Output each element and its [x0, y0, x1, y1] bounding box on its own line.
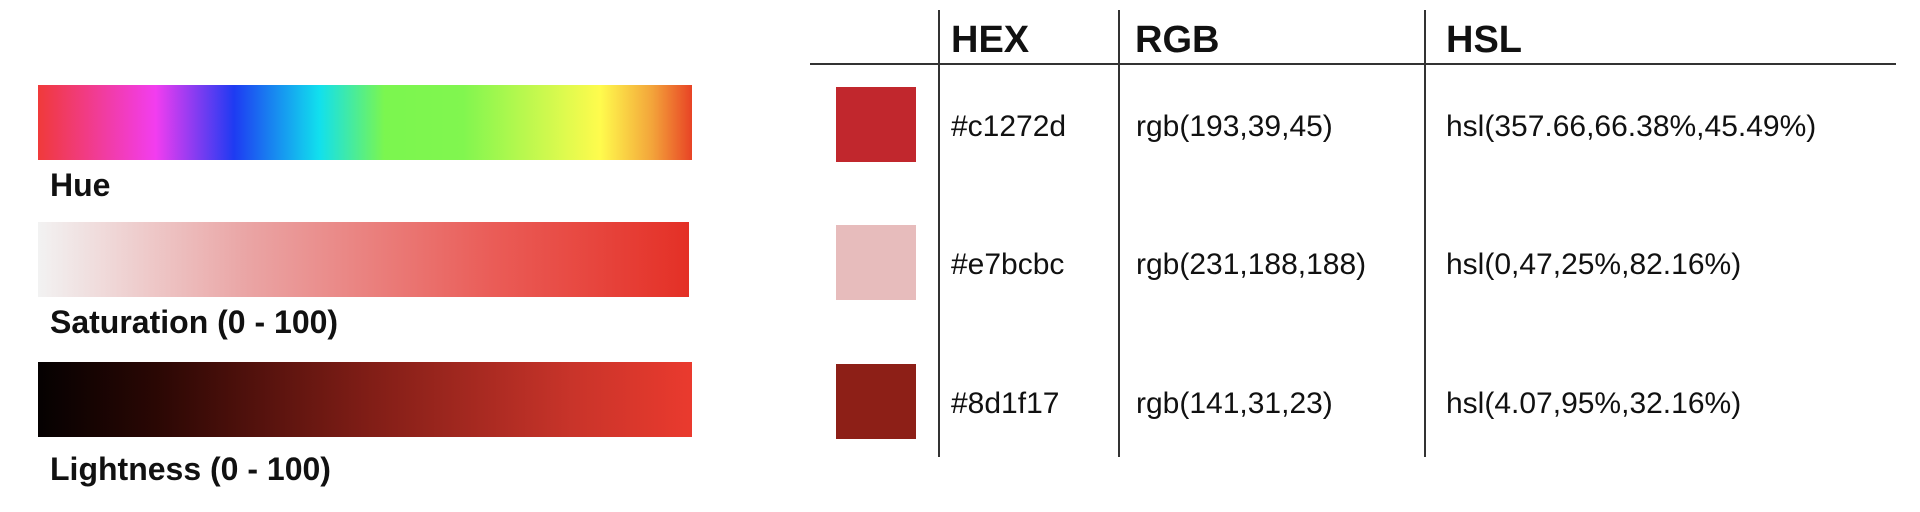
- hsl-value: hsl(357.66,66.38%,45.49%): [1446, 110, 1817, 143]
- rgb-value: rgb(231,188,188): [1136, 248, 1367, 281]
- hex-value: #e7bcbc: [951, 248, 1065, 281]
- hsl-value: hsl(4.07,95%,32.16%): [1446, 387, 1742, 420]
- color-swatch: [836, 364, 916, 439]
- color-swatch: [836, 225, 916, 300]
- hex-value: #c1272d: [951, 110, 1067, 143]
- table-header-divider: [810, 63, 1896, 65]
- hue-gradient-bar[interactable]: [38, 85, 692, 160]
- header-hsl: HSL: [1446, 19, 1522, 61]
- lightness-label: Lightness (0 - 100): [50, 451, 331, 487]
- saturation-label: Saturation (0 - 100): [50, 304, 339, 340]
- rgb-value: rgb(193,39,45): [1136, 110, 1333, 143]
- header-rgb: RGB: [1135, 19, 1220, 61]
- color-swatch: [836, 87, 916, 162]
- table-divider: [1424, 10, 1426, 457]
- table-divider: [1118, 10, 1120, 457]
- lightness-gradient-bar[interactable]: [38, 362, 692, 437]
- hex-value: #8d1f17: [951, 387, 1060, 420]
- saturation-gradient-bar[interactable]: [38, 222, 689, 297]
- hue-label: Hue: [50, 167, 111, 203]
- hsl-value: hsl(0,47,25%,82.16%): [1446, 248, 1742, 281]
- rgb-value: rgb(141,31,23): [1136, 387, 1333, 420]
- header-hex: HEX: [951, 19, 1030, 61]
- table-divider: [938, 10, 940, 457]
